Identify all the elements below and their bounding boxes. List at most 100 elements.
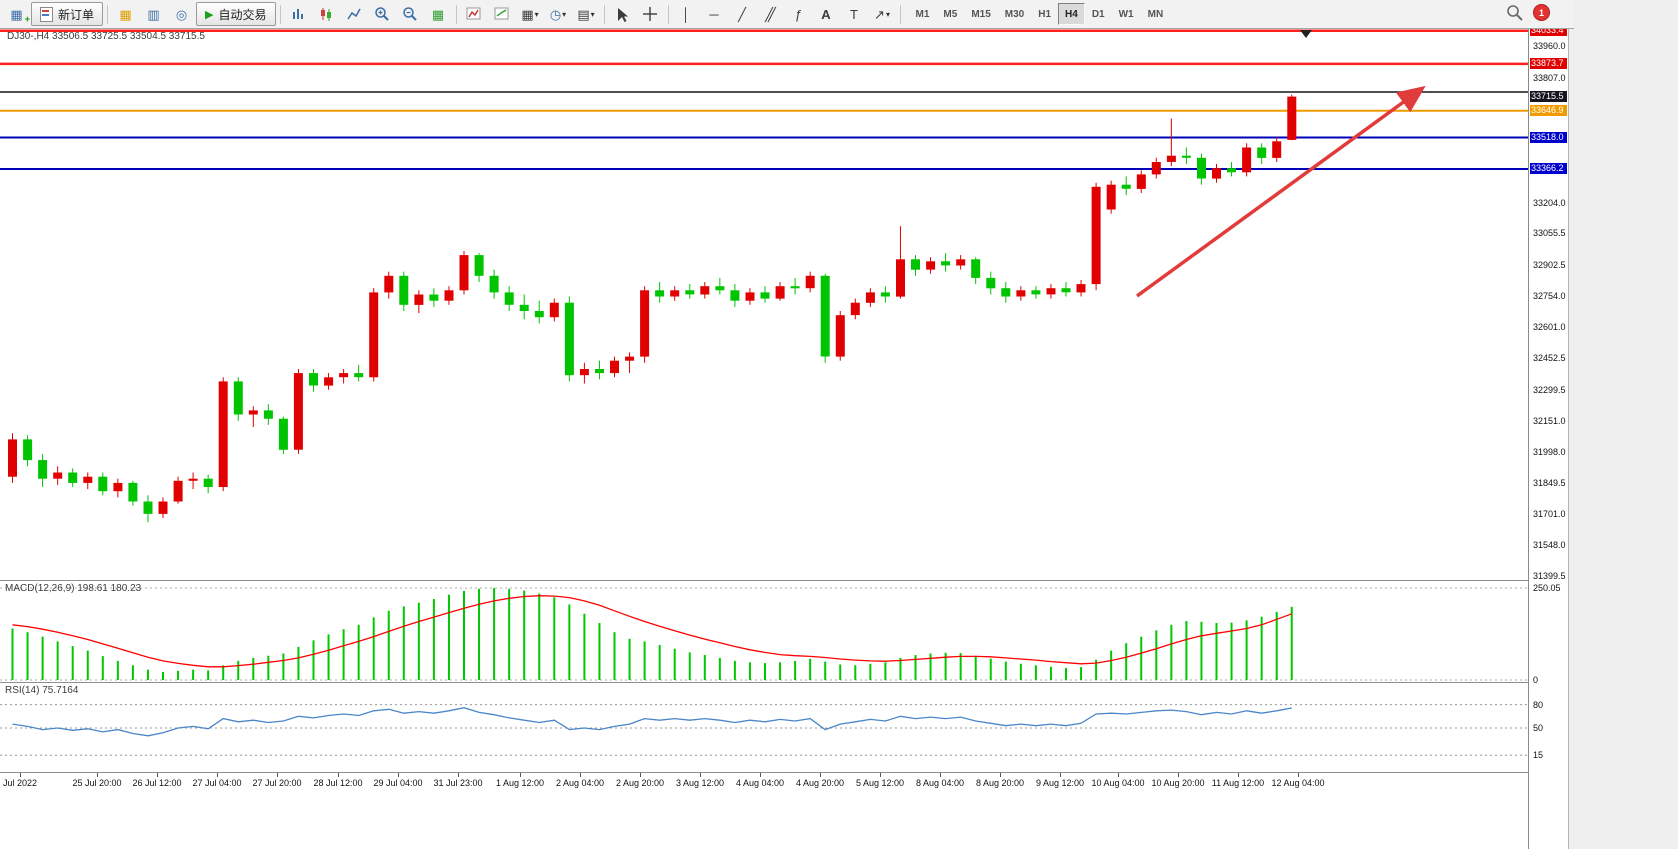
rsi-panel[interactable] (0, 683, 1528, 772)
equidistant-channel-tool[interactable]: ╱╱ (757, 3, 784, 25)
line-chart-button[interactable] (341, 3, 368, 25)
grid-button[interactable]: ▦ (425, 3, 452, 25)
timeframe-button-w1[interactable]: W1 (1118, 8, 1134, 20)
price-tag: 33366.2 (1530, 163, 1567, 175)
price-axis-label: 33055.5 (1533, 228, 1566, 239)
panel-separator[interactable] (0, 682, 1568, 683)
template-button[interactable]: ▤ ▾ (573, 3, 600, 25)
macd-axis-label: 250.05 (1533, 582, 1561, 593)
cursor-button[interactable] (609, 3, 636, 25)
zoom-in-button[interactable] (369, 3, 396, 25)
vertical-line-icon: │ (681, 6, 691, 22)
macd-panel[interactable] (0, 581, 1528, 682)
candle-body (595, 369, 604, 374)
crosshair-button[interactable] (637, 3, 664, 25)
candle-body (474, 255, 484, 276)
timeframe-button-mn[interactable]: MN (1147, 8, 1164, 20)
fibonacci-tool[interactable]: ƒ (785, 3, 812, 25)
candle-body (23, 439, 33, 461)
timeframe-bar: M1 M5 M15 M30 H1 H4 D1 W1 MN (909, 3, 1171, 25)
timeframe-button-m1[interactable]: M1 (915, 8, 930, 20)
navigator-button[interactable]: ◎ (168, 3, 195, 25)
macd-label: MACD(12,26,9) 198.61 180.23 (5, 583, 142, 594)
time-axis-tick (640, 773, 641, 777)
timeframe-button-d1[interactable]: D1 (1091, 8, 1105, 20)
candle-body (865, 292, 875, 303)
candlestick-chart-button[interactable] (313, 3, 340, 25)
data-window-button[interactable]: ▥ (140, 3, 167, 25)
time-axis-label: 27 Jul 20:00 (252, 778, 302, 788)
time-axis-label: 2 Aug 04:00 (555, 778, 605, 788)
symbol-ohlc-label: DJ30-,H4 33506.5 33725.5 33504.5 33715.5 (7, 31, 205, 42)
zoom-out-button[interactable] (397, 3, 424, 25)
candle-body (384, 275, 394, 293)
timeframe-button-h1[interactable]: H1 (1038, 8, 1052, 20)
candle-body (745, 292, 755, 301)
vertical-line-tool[interactable]: │ (673, 3, 700, 25)
profiles-button[interactable]: ▦ ▾ (517, 3, 544, 25)
bar-chart-button[interactable] (285, 3, 312, 25)
chart-shift-marker[interactable] (1300, 30, 1312, 38)
candle-body (579, 369, 589, 376)
price-axis[interactable]: 33960.0 33807.0 33204.0 33055.5 32902.5 32754… (1528, 25, 1569, 849)
panel-separator[interactable] (0, 580, 1568, 581)
separator (603, 4, 605, 24)
candle-body (263, 410, 273, 419)
zoom-out-icon (403, 7, 417, 21)
timeframe-button-m30[interactable]: M30 (1004, 8, 1025, 20)
trend-arrow-annotation[interactable] (1135, 85, 1426, 298)
time-axis-label: 11 Aug 12:00 (1211, 778, 1265, 788)
text-tool[interactable]: A (813, 3, 840, 25)
text-label-tool[interactable]: T (841, 3, 868, 25)
candle-body (369, 292, 379, 378)
market-watch-button[interactable]: ▦ (112, 3, 139, 25)
search-icon[interactable] (1506, 4, 1523, 21)
candle-body (459, 255, 469, 291)
separator (455, 4, 457, 24)
candle-body (1287, 96, 1297, 140)
auto-trading-button[interactable]: ▶ 自动交易 (196, 2, 276, 26)
candle-body (233, 381, 243, 415)
crosshair-icon (643, 7, 657, 21)
time-axis-label: 2 Aug 20:00 (615, 778, 665, 788)
rsi-line (12, 707, 1292, 737)
time-axis-label: 26 Jul 12:00 (132, 778, 182, 788)
objects-list-button[interactable] (489, 3, 516, 25)
candle-body (1272, 141, 1282, 158)
zoom-in-icon (375, 7, 389, 21)
new-order-button[interactable]: 新订单 (31, 2, 104, 26)
time-axis[interactable]: Jul 2022 25 Jul 20:00 26 Jul 12:00 27 Jul 0… (0, 772, 1528, 849)
indicators-icon (466, 7, 481, 20)
trendline-tool[interactable]: ╱ (729, 3, 756, 25)
time-axis-tick (820, 773, 821, 777)
notification-count: 1 (1538, 7, 1544, 18)
candle-body (38, 460, 48, 479)
candle-body (339, 373, 349, 378)
timeframe-button-m5[interactable]: M5 (943, 8, 958, 20)
period-button[interactable]: ◷ ▾ (545, 3, 572, 25)
price-tag: 33646.9 (1530, 105, 1567, 117)
arrow-shapes-tool[interactable]: ↗ ▾ (869, 3, 896, 25)
candle-body (1001, 288, 1011, 297)
navigator-icon: ◎ (175, 6, 188, 22)
rsi-axis-label: 15 (1533, 750, 1544, 761)
horizontal-line-tool[interactable]: ─ (701, 3, 728, 25)
time-axis-tick (157, 773, 158, 777)
price-axis-label: 32601.0 (1533, 322, 1566, 333)
time-axis-tick (1178, 773, 1179, 777)
price-axis-label: 33960.0 (1533, 41, 1566, 51)
time-axis-tick (1000, 773, 1001, 777)
new-chart-button[interactable]: ▦ + (3, 3, 30, 25)
new-order-icon (40, 6, 53, 22)
candle-body (414, 294, 424, 305)
timeframe-button-h4[interactable]: H4 (1058, 3, 1085, 25)
objects-list-icon (494, 7, 509, 20)
timeframe-button-m15[interactable]: M15 (971, 8, 991, 20)
main-price-chart[interactable] (0, 28, 1528, 581)
right-empty-band (1568, 0, 1678, 849)
indicators-button[interactable] (461, 3, 488, 25)
time-axis-tick (580, 773, 581, 777)
candle-body (911, 259, 920, 270)
notification-badge[interactable]: 1 (1533, 4, 1550, 21)
